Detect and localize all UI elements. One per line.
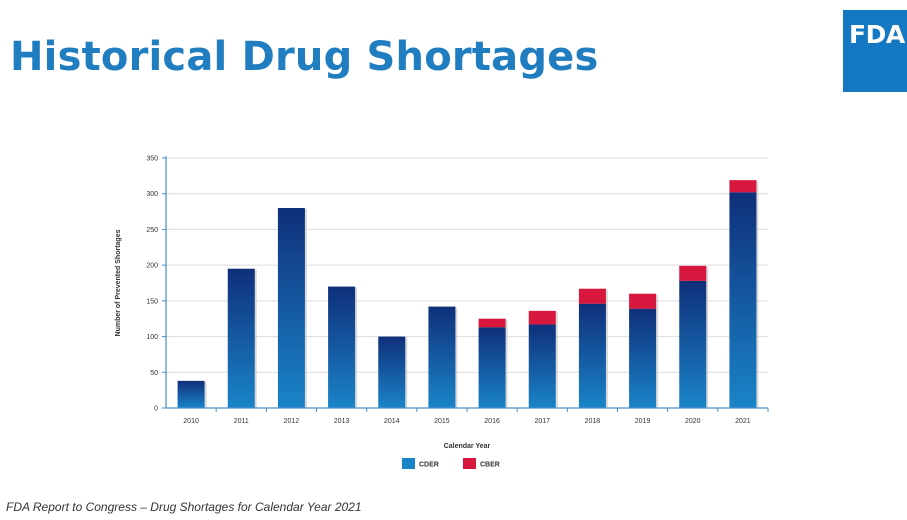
x-tick-label: 2010: [183, 418, 199, 425]
bar-cder-2011: [227, 268, 255, 408]
y-tick-label: 100: [146, 334, 158, 341]
bar-cder-2016: [478, 327, 506, 408]
y-tick-label: 150: [146, 298, 158, 305]
fda-logo: FDA: [843, 10, 907, 92]
x-tick-label: 2018: [585, 418, 601, 425]
slide-title: Historical Drug Shortages: [10, 34, 599, 80]
legend-label-cber: CBER: [480, 462, 500, 469]
legend-swatch-cder: [402, 458, 415, 469]
x-tick-label: 2017: [534, 418, 550, 425]
x-tick-label: 2020: [685, 418, 701, 425]
x-tick-label: 2019: [635, 418, 651, 425]
bar-cber-2021: [729, 180, 757, 193]
bar-cder-2015: [428, 306, 456, 408]
legend-label-cder: CDER: [419, 462, 439, 469]
legend-swatch-cber: [463, 458, 476, 469]
tick-labels: 0 50 100 150 200 250 300 350 2010 2011 2012 2013 201…: [146, 156, 750, 426]
bar-cder-2021: [729, 192, 757, 408]
y-tick-label: 300: [146, 191, 158, 198]
y-tick-label: 200: [146, 263, 158, 270]
grid-lines: [166, 157, 768, 373]
bar-cber-2019: [629, 293, 657, 309]
x-tick-label: 2016: [484, 418, 500, 425]
bar-cber-2018: [578, 288, 606, 304]
y-tick-label: 0: [154, 406, 158, 413]
fda-logo-text: FDA: [849, 20, 905, 49]
y-tick-label: 250: [146, 227, 158, 234]
bar-cder-2017: [528, 324, 556, 408]
bar-cder-2018: [578, 303, 606, 408]
x-tick-label: 2015: [434, 418, 450, 425]
x-tick-label: 2013: [334, 418, 350, 425]
x-tick-label: 2014: [384, 418, 400, 425]
x-tick-label: 2011: [234, 418, 249, 425]
bar-cder-2019: [629, 308, 657, 408]
footer-citation: FDA Report to Congress – Drug Shortages …: [6, 500, 362, 514]
x-tick-label: 2012: [284, 418, 300, 425]
y-tick-label: 350: [146, 156, 158, 163]
bar-cder-2013: [328, 286, 356, 408]
axes: [162, 156, 769, 412]
bar-cder-2010: [177, 380, 205, 408]
bar-cder-2012: [277, 208, 305, 408]
y-axis-label: Number of Prevented Shortages: [115, 229, 122, 336]
y-tick-label: 50: [150, 370, 158, 377]
bar-cber-2017: [528, 310, 556, 325]
x-axis-label: Calendar Year: [444, 443, 491, 450]
bar-cber-2020: [679, 265, 707, 281]
legend: CDER CBER: [402, 458, 500, 469]
bar-cder-2014: [378, 336, 406, 408]
x-tick-label: 2021: [735, 418, 751, 425]
bars: [177, 180, 759, 408]
bar-cder-2020: [679, 280, 707, 408]
bar-cber-2016: [478, 318, 506, 328]
